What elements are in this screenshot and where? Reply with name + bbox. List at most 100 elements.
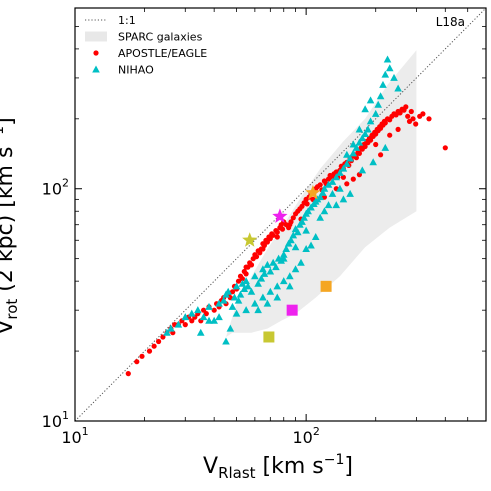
nihao-point bbox=[279, 254, 288, 262]
x-axis-label-main: V bbox=[203, 454, 219, 479]
nihao-point bbox=[394, 84, 402, 92]
nihao-point bbox=[273, 282, 282, 290]
y-axis-label-main: V bbox=[0, 320, 18, 335]
nihao-point bbox=[167, 324, 175, 332]
nihao-point bbox=[358, 166, 367, 174]
apostle-eagle-point bbox=[410, 116, 416, 122]
nihao-point bbox=[273, 293, 282, 301]
apostle-eagle-point bbox=[408, 108, 414, 115]
star-marker bbox=[305, 184, 321, 200]
nihao-point bbox=[302, 226, 310, 234]
nihao-point bbox=[307, 203, 315, 211]
apostle-eagle-point bbox=[340, 174, 346, 180]
nihao-point bbox=[251, 272, 259, 280]
nihao-point bbox=[361, 130, 369, 138]
x-axis-label-close: ] bbox=[344, 454, 353, 479]
nihao-point bbox=[215, 299, 223, 307]
nihao-point bbox=[390, 73, 398, 81]
nihao-point bbox=[293, 228, 302, 236]
apostle-eagle-point bbox=[248, 262, 255, 268]
nihao-point bbox=[254, 279, 262, 287]
legend-label: NIHAO bbox=[118, 64, 154, 77]
nihao-point bbox=[336, 168, 344, 176]
nihao-point bbox=[279, 250, 288, 258]
nihao-point bbox=[383, 55, 392, 63]
apostle-eagle-point bbox=[413, 121, 419, 127]
nihao-point bbox=[364, 125, 372, 133]
nihao-point bbox=[238, 279, 247, 287]
legend-label: SPARC galaxies bbox=[118, 31, 203, 44]
nihao-point bbox=[181, 313, 190, 321]
nihao-point bbox=[247, 287, 256, 295]
apostle-eagle-point bbox=[139, 353, 145, 359]
apostle-eagle-point bbox=[350, 176, 356, 182]
apostle-eagle-point bbox=[151, 343, 157, 349]
nihao-point bbox=[304, 207, 312, 215]
square-marker bbox=[286, 304, 298, 316]
nihao-point bbox=[328, 177, 337, 185]
nihao-point bbox=[244, 282, 252, 290]
nihao-point bbox=[224, 287, 232, 295]
apostle-eagle-point bbox=[373, 141, 379, 148]
x-tick-label: 102 bbox=[292, 425, 319, 447]
y-tick-label: 101 bbox=[42, 409, 69, 431]
nihao-point bbox=[286, 282, 294, 290]
x-axis-label-unit: [km s bbox=[255, 454, 324, 479]
apostle-eagle-point bbox=[420, 111, 426, 117]
nihao-point bbox=[332, 201, 341, 209]
apostle-eagle-point bbox=[378, 152, 384, 158]
nihao-point bbox=[366, 96, 375, 104]
nihao-point bbox=[374, 100, 382, 108]
apostle-eagle-point bbox=[243, 264, 249, 270]
nihao-point bbox=[205, 302, 213, 310]
apostle-eagle-point bbox=[189, 318, 195, 324]
nihao-points bbox=[163, 55, 402, 345]
legend-label: 1:1 bbox=[118, 14, 136, 27]
nihao-point bbox=[369, 158, 377, 166]
apostle-eagle-point bbox=[317, 182, 323, 188]
apostle-eagle-point bbox=[270, 232, 276, 238]
nihao-point bbox=[259, 265, 267, 273]
legend-swatch-circle bbox=[93, 50, 99, 56]
x-axis-label-sub: Rlast bbox=[218, 464, 256, 482]
nihao-point bbox=[266, 287, 275, 295]
apostle-eagle-point bbox=[134, 359, 140, 365]
square-markers bbox=[263, 280, 332, 343]
legend-swatch-triangle bbox=[92, 65, 100, 73]
y-axis-label-sup: −1 bbox=[0, 125, 7, 147]
apostle-eagle-point bbox=[279, 226, 286, 232]
nihao-point bbox=[194, 306, 202, 314]
nihao-point bbox=[236, 290, 245, 298]
nihao-point bbox=[346, 189, 354, 197]
nihao-point bbox=[346, 154, 354, 162]
nihao-point bbox=[222, 337, 230, 345]
nihao-point bbox=[163, 328, 171, 336]
star-marker bbox=[242, 232, 258, 247]
legend: 1:1 SPARC galaxies APOSTLE/EAGLE NIHAO bbox=[85, 14, 207, 77]
nihao-point bbox=[196, 328, 205, 336]
apostle-eagle-point bbox=[426, 116, 432, 122]
nihao-point bbox=[358, 134, 367, 142]
apostle-eagle-point bbox=[274, 234, 280, 240]
nihao-point bbox=[324, 201, 333, 209]
nihao-point bbox=[385, 64, 394, 72]
nihao-point bbox=[226, 324, 235, 332]
apostle-eagle-point bbox=[211, 307, 217, 313]
nihao-point bbox=[187, 309, 196, 317]
apostle-eagle-point bbox=[290, 215, 296, 221]
nihao-point bbox=[318, 188, 327, 196]
apostle-eagle-point bbox=[235, 278, 242, 284]
apostle-eagle-point bbox=[182, 322, 188, 328]
nihao-point bbox=[230, 293, 239, 301]
nihao-point bbox=[339, 195, 348, 203]
apostle-eagle-point bbox=[203, 311, 209, 317]
nihao-point bbox=[289, 231, 298, 239]
nihao-point bbox=[316, 193, 324, 201]
nihao-point bbox=[355, 125, 364, 133]
nihao-point bbox=[328, 189, 337, 197]
nihao-point bbox=[300, 213, 308, 221]
nihao-point bbox=[228, 302, 237, 310]
y-axis-label-sub: rot bbox=[3, 298, 21, 320]
nihao-point bbox=[272, 263, 280, 271]
nihao-point bbox=[371, 109, 380, 117]
